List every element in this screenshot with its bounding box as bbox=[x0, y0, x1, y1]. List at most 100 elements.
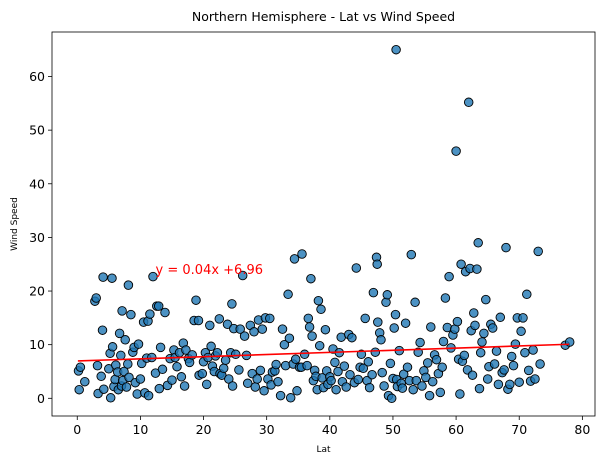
data-point-114 bbox=[265, 313, 275, 324]
data-point-187 bbox=[382, 290, 393, 300]
data-point-28 bbox=[120, 335, 130, 345]
data-point-164 bbox=[345, 369, 355, 380]
data-point-138 bbox=[306, 273, 316, 284]
data-point-1 bbox=[74, 384, 84, 395]
data-point-255 bbox=[489, 359, 500, 369]
data-point-189 bbox=[385, 358, 396, 369]
data-point-51 bbox=[153, 301, 164, 311]
y-axis: 0 10 20 30 40 50 60 bbox=[29, 69, 52, 406]
data-point-175 bbox=[364, 382, 375, 393]
data-point-254 bbox=[487, 323, 498, 333]
y-tick-label-0: 0 bbox=[37, 391, 45, 406]
data-point-273 bbox=[523, 365, 534, 376]
data-point-177 bbox=[368, 287, 379, 298]
data-point-246 bbox=[474, 383, 485, 394]
data-point-260 bbox=[499, 365, 509, 375]
x-axis-label: Lat bbox=[316, 445, 331, 455]
x-tick-label-0: 0 bbox=[73, 422, 81, 437]
data-point-99 bbox=[237, 270, 248, 281]
x-tick-label-40: 40 bbox=[322, 422, 338, 437]
data-point-107 bbox=[252, 374, 262, 384]
data-point-201 bbox=[400, 318, 411, 328]
regression-annotation: y = 0.04x +6.96 bbox=[156, 263, 263, 278]
data-point-256 bbox=[491, 346, 502, 356]
y-tick-label-20: 20 bbox=[29, 284, 45, 299]
data-point-207 bbox=[411, 375, 422, 386]
data-point-230 bbox=[452, 316, 463, 327]
data-point-233 bbox=[456, 259, 466, 269]
data-point-278 bbox=[535, 359, 545, 369]
data-point-14 bbox=[105, 393, 116, 403]
data-point-270 bbox=[518, 313, 528, 323]
data-point-225 bbox=[444, 271, 454, 282]
data-point-218 bbox=[431, 354, 442, 365]
data-point-244 bbox=[472, 264, 482, 274]
data-point-185 bbox=[379, 381, 389, 391]
data-point-118 bbox=[271, 359, 281, 370]
x-tick-label-50: 50 bbox=[385, 422, 401, 437]
data-point-61 bbox=[172, 361, 182, 372]
data-point-72 bbox=[193, 315, 204, 326]
data-point-265 bbox=[508, 360, 519, 371]
data-point-245 bbox=[473, 238, 483, 248]
data-point-172 bbox=[360, 313, 370, 324]
data-point-122 bbox=[279, 339, 290, 350]
data-point-96 bbox=[230, 349, 241, 360]
data-point-202 bbox=[402, 362, 413, 372]
data-point-120 bbox=[275, 390, 286, 401]
data-point-136 bbox=[303, 313, 314, 324]
data-point-277 bbox=[533, 246, 543, 257]
data-point-229 bbox=[451, 146, 461, 156]
data-point-268 bbox=[514, 377, 524, 387]
chart-title: Northern Hemisphere - Lat vs Wind Speed bbox=[192, 9, 455, 24]
data-point-176 bbox=[367, 369, 377, 380]
data-point-269 bbox=[516, 326, 526, 337]
data-point-100 bbox=[239, 331, 250, 341]
data-point-94 bbox=[227, 381, 238, 391]
data-point-11 bbox=[99, 384, 109, 394]
data-point-46 bbox=[145, 309, 155, 319]
data-point-111 bbox=[259, 386, 269, 396]
data-point-242 bbox=[469, 308, 479, 318]
data-point-33 bbox=[126, 309, 136, 320]
data-point-168 bbox=[353, 374, 363, 385]
data-point-53 bbox=[155, 342, 166, 353]
data-point-165 bbox=[347, 332, 357, 343]
data-point-88 bbox=[218, 363, 229, 374]
data-point-215 bbox=[426, 322, 436, 332]
data-point-257 bbox=[493, 379, 504, 390]
data-point-146 bbox=[316, 304, 326, 315]
data-point-180 bbox=[372, 259, 382, 269]
data-point-32 bbox=[124, 372, 134, 383]
data-point-48 bbox=[148, 271, 158, 282]
data-point-85 bbox=[214, 314, 225, 324]
data-point-8 bbox=[96, 371, 106, 382]
data-point-105 bbox=[249, 327, 259, 337]
data-point-155 bbox=[330, 357, 340, 368]
data-point-137 bbox=[304, 322, 315, 332]
data-point-272 bbox=[522, 289, 532, 300]
data-point-121 bbox=[277, 324, 288, 334]
data-point-241 bbox=[467, 370, 478, 380]
data-point-221 bbox=[437, 362, 447, 372]
data-point-220 bbox=[435, 387, 446, 398]
x-tick-label-10: 10 bbox=[132, 422, 148, 437]
data-point-157 bbox=[333, 366, 343, 377]
data-point-65 bbox=[179, 381, 190, 391]
data-point-45 bbox=[143, 390, 154, 401]
data-point-129 bbox=[290, 354, 301, 364]
data-point-216 bbox=[427, 376, 438, 387]
data-point-74 bbox=[197, 368, 208, 379]
data-point-126 bbox=[285, 393, 296, 403]
data-point-31 bbox=[123, 280, 134, 290]
data-point-162 bbox=[341, 382, 351, 392]
y-tick-label-30: 30 bbox=[29, 230, 45, 245]
data-point-181 bbox=[373, 317, 383, 327]
data-point-39 bbox=[135, 374, 146, 384]
data-point-30 bbox=[123, 359, 133, 369]
y-tick-label-10: 10 bbox=[29, 337, 45, 352]
data-point-63 bbox=[176, 372, 187, 382]
data-point-144 bbox=[313, 295, 324, 306]
data-point-77 bbox=[201, 379, 212, 390]
data-point-110 bbox=[257, 324, 268, 334]
